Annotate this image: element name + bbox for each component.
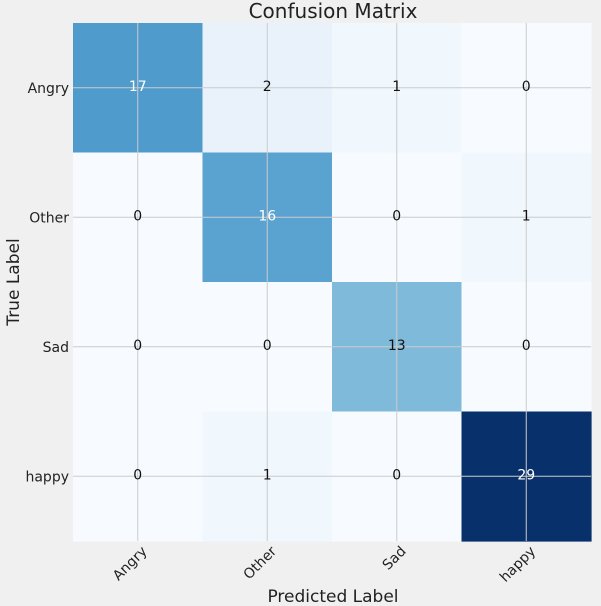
y-tick-label-0: Angry — [28, 81, 69, 97]
cell-value-0-3: 0 — [522, 79, 531, 95]
grid-lines — [73, 23, 591, 541]
cell-value-1-3: 1 — [522, 208, 531, 224]
cell-value-3-0: 0 — [133, 467, 142, 483]
y-tick-labels: Angry Other Sad happy — [25, 81, 69, 486]
cell-value-2-2: 13 — [388, 338, 406, 354]
cell-value-0-1: 2 — [263, 79, 272, 95]
x-axis-label: Predicted Label — [267, 587, 398, 606]
y-tick-label-3: happy — [25, 469, 69, 485]
cell-value-1-1: 16 — [258, 208, 276, 224]
chart-title: Confusion Matrix — [249, 0, 418, 23]
y-tick-label-2: Sad — [43, 340, 69, 356]
heatmap-cells — [73, 23, 592, 542]
y-axis-label: True Label — [4, 238, 24, 326]
cell-value-3-1: 1 — [263, 467, 272, 483]
cell-value-3-3: 29 — [517, 467, 535, 483]
cell-value-3-2: 0 — [392, 467, 401, 483]
cell-value-1-0: 0 — [133, 208, 142, 224]
cell-value-0-0: 17 — [129, 79, 147, 95]
cell-value-2-1: 0 — [263, 338, 272, 354]
y-tick-label-1: Other — [29, 210, 69, 226]
cell-value-labels: 17 2 1 0 0 16 0 1 0 0 13 0 0 1 0 29 — [129, 79, 535, 484]
cell-value-0-2: 1 — [392, 79, 401, 95]
cell-value-2-0: 0 — [133, 338, 142, 354]
cell-value-2-3: 0 — [522, 338, 531, 354]
cell-value-1-2: 0 — [392, 208, 401, 224]
